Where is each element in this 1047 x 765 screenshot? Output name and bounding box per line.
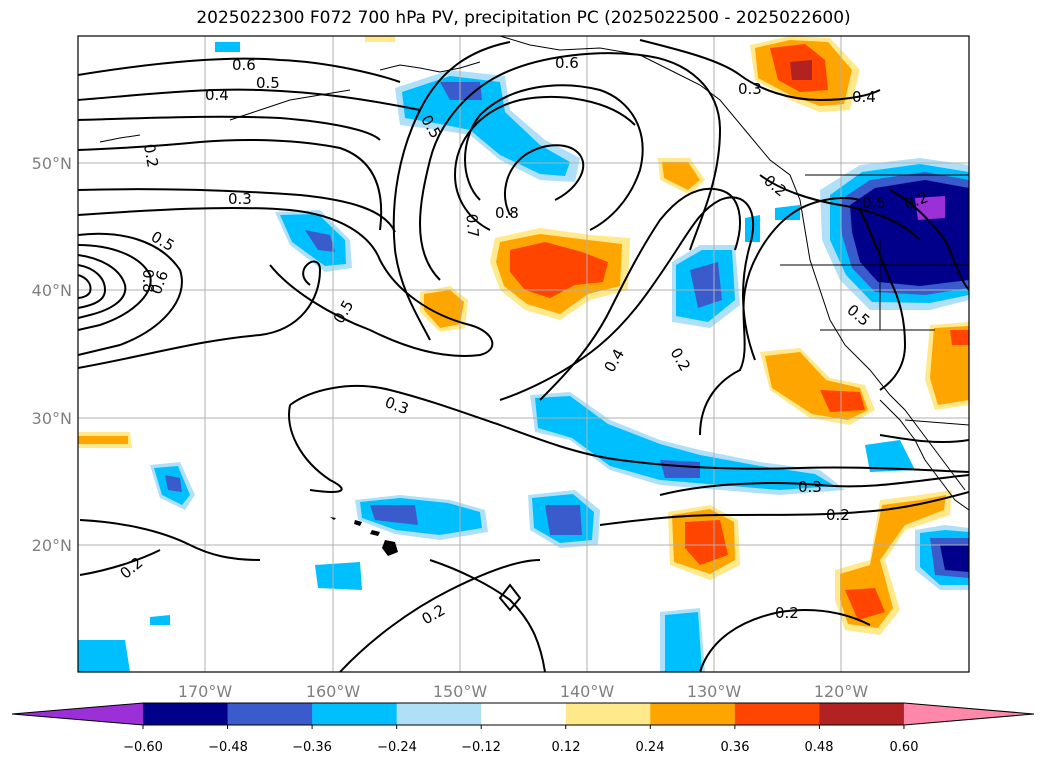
contour-label: 0.6 <box>555 54 579 72</box>
gridlines <box>78 36 969 672</box>
colorbar-segment <box>819 703 905 725</box>
colorbar-tick-label: 0.12 <box>552 740 581 755</box>
contour-label: 0.3 <box>738 80 762 98</box>
islands <box>330 517 398 556</box>
contour-label: 0.2 <box>826 506 850 524</box>
contour-label: 0.2 <box>140 142 162 169</box>
colorbar-ticks: −0.60 −0.48 −0.36 −0.24 −0.12 0.12 0.24 … <box>123 740 918 755</box>
map-title: 2025022300 F072 700 hPa PV, precipitatio… <box>196 8 851 28</box>
longitude-labels: 170°W 160°W 150°W 140°W 130°W 120°W <box>178 682 869 701</box>
colorbar-segment <box>734 703 820 725</box>
colorbar-tick-label: 0.24 <box>636 740 665 755</box>
lon-label: 160°W <box>306 682 361 701</box>
contour-label: 0.8 <box>139 269 157 293</box>
colorbar-tick-label: 0.60 <box>890 740 919 755</box>
lon-label: 130°W <box>687 682 742 701</box>
colorbar-segment <box>312 703 398 725</box>
contour-label: 0.8 <box>495 204 519 222</box>
contour-label: 0.5 <box>256 74 280 92</box>
lat-label: 20°N <box>32 536 72 555</box>
contour-label: 0.4 <box>852 88 876 106</box>
colorbar-tick-label: −0.12 <box>461 740 501 755</box>
colorbar-tick-label: −0.24 <box>377 740 417 755</box>
lat-label: 40°N <box>32 281 72 300</box>
colorbar-tick-label: 0.48 <box>805 740 834 755</box>
colorbar-extend-right <box>903 703 1034 725</box>
contour-label: 0.3 <box>228 190 252 208</box>
colorbar-segment <box>227 703 313 725</box>
contour-label: 0.3 <box>798 478 822 496</box>
colorbar-segment <box>396 703 482 725</box>
contour-label: 0.4 <box>205 86 229 104</box>
lon-label: 170°W <box>178 682 233 701</box>
lon-label: 140°W <box>560 682 615 701</box>
contour-label: 0.5 <box>862 194 886 212</box>
colorbar-segment <box>481 703 567 725</box>
neg-blob-lower-left <box>78 640 130 672</box>
plot-frame <box>77 35 970 673</box>
colorbar-tick-label: −0.48 <box>208 740 248 755</box>
contour-label: 0.2 <box>775 604 799 622</box>
colorbar-tick-label: 0.36 <box>721 740 750 755</box>
contour-label: 0.6 <box>232 56 256 74</box>
contour-label: 0.7 <box>462 213 482 238</box>
lon-label: 150°W <box>433 682 488 701</box>
colorbar-extend-left <box>12 703 143 725</box>
colorbar-segment <box>143 703 229 725</box>
lon-label: 120°W <box>814 682 869 701</box>
lat-label: 50°N <box>32 154 72 173</box>
pv-contours <box>78 39 969 672</box>
colorbar-segment <box>650 703 736 725</box>
colorbar-tick-label: −0.36 <box>292 740 332 755</box>
colorbar-tick-label: −0.60 <box>123 740 163 755</box>
colorbar-segment <box>565 703 651 725</box>
lat-label: 30°N <box>32 409 72 428</box>
latitude-labels: 50°N 40°N 30°N 20°N <box>32 154 72 555</box>
colorbar <box>11 702 1035 729</box>
